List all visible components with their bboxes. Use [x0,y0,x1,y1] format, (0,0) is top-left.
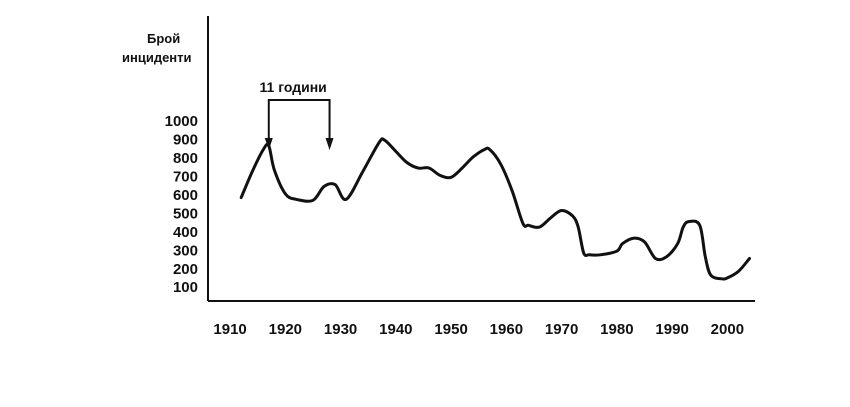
interval-annotation-label: 11 години [260,79,327,95]
x-tick-label: 1990 [655,321,688,338]
y-axis-label: Брой инциденти [122,31,192,65]
x-tick-label: 1920 [269,321,302,338]
x-tick-label: 1940 [379,321,412,338]
y-tick-label: 100 [173,279,198,296]
x-tick-label: 1980 [600,321,633,338]
y-tick-label: 1000 [165,113,198,130]
y-tick-label: 300 [173,242,198,259]
y-tick-label: 400 [173,224,198,241]
x-tick-label: 1970 [545,321,578,338]
x-tick-label: 1930 [324,321,357,338]
x-tick-label: 2000 [711,321,744,338]
arrow-down-icon [264,138,273,150]
y-axis-label-line-2: инциденти [122,50,192,65]
x-tick-labels: 1910 1920 1930 1940 1950 1960 1970 1980 1990 2000 [213,321,744,338]
y-axis-label-line-1: Брой [147,31,180,46]
y-tick-label: 600 [173,187,198,204]
x-tick-label: 1950 [434,321,467,338]
y-tick-label: 700 [173,168,198,185]
incident-series-line [239,137,751,281]
y-tick-label: 900 [173,131,198,148]
y-tick-label: 500 [173,205,198,222]
interval-bracket [267,99,331,140]
x-tick-label: 1910 [213,321,246,338]
y-tick-label: 800 [173,150,198,167]
interval-annotation: 11 години [260,79,334,150]
arrow-down-icon [325,138,334,150]
x-tick-label: 1960 [490,321,523,338]
y-tick-label: 200 [173,261,198,278]
